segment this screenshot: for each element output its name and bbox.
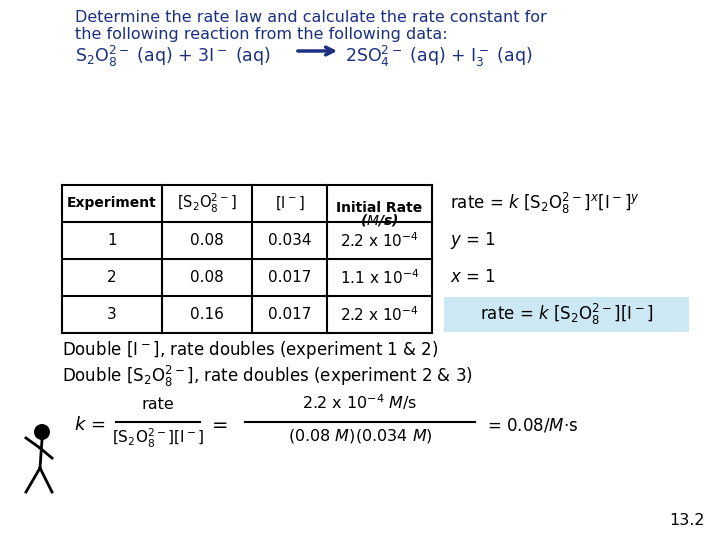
Text: Determine the rate law and calculate the rate constant for: Determine the rate law and calculate the… bbox=[75, 10, 546, 25]
Text: ($M$/s): ($M$/s) bbox=[360, 213, 399, 228]
Text: $[\mathrm{I^-}]$: $[\mathrm{I^-}]$ bbox=[274, 195, 305, 212]
Text: $[\mathrm{S_2O_8^{2-}}][\mathrm{I^-}]$: $[\mathrm{S_2O_8^{2-}}][\mathrm{I^-}]$ bbox=[112, 427, 204, 450]
Text: 2: 2 bbox=[107, 270, 117, 285]
Text: rate = $k$ $[\mathrm{S_2O_8^{2-}}]^x[\mathrm{I^-}]^y$: rate = $k$ $[\mathrm{S_2O_8^{2-}}]^x[\ma… bbox=[450, 191, 640, 216]
Text: 0.08: 0.08 bbox=[190, 233, 224, 248]
Text: $k$ =: $k$ = bbox=[73, 416, 105, 434]
Text: 1.1 x 10$^{-4}$: 1.1 x 10$^{-4}$ bbox=[340, 268, 419, 287]
Text: 1: 1 bbox=[107, 233, 117, 248]
Text: $\mathregular{S_2O_8^{2-}}$ (aq) + 3I$^-$ (aq): $\mathregular{S_2O_8^{2-}}$ (aq) + 3I$^-… bbox=[75, 44, 271, 69]
Text: 0.08: 0.08 bbox=[190, 270, 224, 285]
Text: 0.034: 0.034 bbox=[268, 233, 311, 248]
Text: $y$ = $\mathit{1}$: $y$ = $\mathit{1}$ bbox=[450, 230, 496, 251]
Text: 0.16: 0.16 bbox=[190, 307, 224, 322]
FancyBboxPatch shape bbox=[444, 297, 689, 332]
Circle shape bbox=[34, 424, 50, 440]
Text: Double $[\mathrm{S_2O_8^{2-}}]$, rate doubles (experiment 2 & 3): Double $[\mathrm{S_2O_8^{2-}}]$, rate do… bbox=[62, 363, 473, 389]
Text: Double $[\mathrm{I^-}]$, rate doubles (experiment 1 & 2): Double $[\mathrm{I^-}]$, rate doubles (e… bbox=[62, 339, 438, 361]
Text: 13.2: 13.2 bbox=[670, 513, 705, 528]
Text: the following reaction from the following data:: the following reaction from the followin… bbox=[75, 27, 448, 42]
Text: 0.017: 0.017 bbox=[268, 270, 311, 285]
Text: 2.2 x 10$^{-4}$ $M$/s: 2.2 x 10$^{-4}$ $M$/s bbox=[302, 392, 418, 412]
Text: (0.08 $M$)(0.034 $M$): (0.08 $M$)(0.034 $M$) bbox=[287, 427, 433, 445]
Text: rate = $k$ $[\mathrm{S_2O_8^{2-}}][\mathrm{I^-}]$: rate = $k$ $[\mathrm{S_2O_8^{2-}}][\math… bbox=[480, 302, 653, 327]
Text: $[\mathrm{S_2O_8^{2-}}]$: $[\mathrm{S_2O_8^{2-}}]$ bbox=[177, 192, 237, 215]
Text: = 0.08/$M$$\cdot$s: = 0.08/$M$$\cdot$s bbox=[487, 416, 578, 434]
Text: $x$ = $\mathit{1}$: $x$ = $\mathit{1}$ bbox=[450, 268, 496, 287]
Text: rate: rate bbox=[142, 397, 174, 412]
Text: =: = bbox=[212, 415, 228, 435]
Text: Experiment: Experiment bbox=[67, 197, 157, 211]
Text: 2.2 x 10$^{-4}$: 2.2 x 10$^{-4}$ bbox=[340, 231, 419, 250]
Text: 2SO$_4^{2-}$ (aq) + I$_3^-$ (aq): 2SO$_4^{2-}$ (aq) + I$_3^-$ (aq) bbox=[345, 44, 532, 69]
Text: Initial Rate: Initial Rate bbox=[336, 201, 423, 215]
Text: 0.017: 0.017 bbox=[268, 307, 311, 322]
Text: 2.2 x 10$^{-4}$: 2.2 x 10$^{-4}$ bbox=[340, 305, 419, 324]
Text: 3: 3 bbox=[107, 307, 117, 322]
